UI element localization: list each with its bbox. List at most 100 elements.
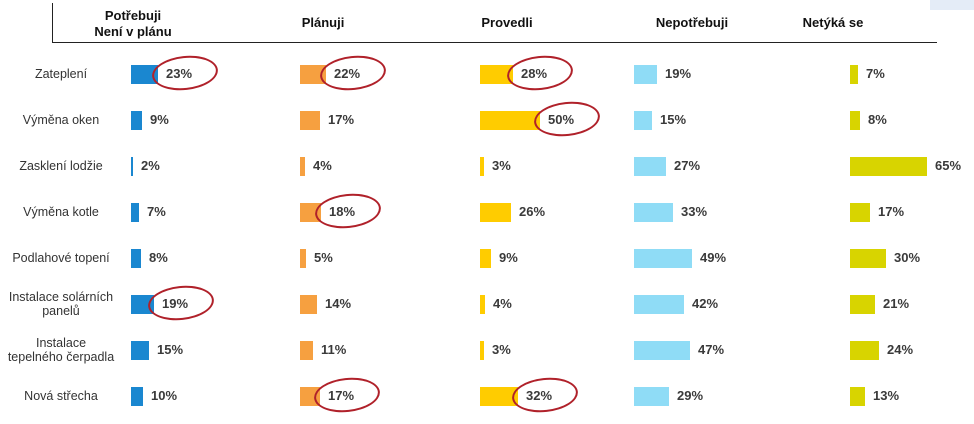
bar — [300, 202, 321, 222]
bar — [850, 294, 875, 314]
bar — [480, 64, 513, 84]
category-label-line: Nová střecha — [24, 389, 98, 403]
data-label: 3% — [492, 158, 511, 173]
category-label-line: Výměna kotle — [23, 205, 99, 219]
data-label: 9% — [499, 250, 518, 265]
data-label: 11% — [321, 342, 347, 357]
data-label: 18% — [329, 204, 356, 219]
bar — [850, 386, 865, 406]
highlight-circle — [313, 190, 383, 232]
data-label: 7% — [147, 204, 166, 219]
category-label: Zasklení lodžie — [0, 159, 122, 173]
category-label: Instalace solárních panelů — [0, 290, 122, 318]
bar — [634, 110, 652, 130]
data-label: 19% — [665, 66, 692, 81]
data-label: 10% — [151, 388, 178, 403]
bar — [634, 294, 684, 314]
bar — [131, 156, 133, 176]
bar — [300, 110, 320, 130]
data-label: 2% — [141, 158, 160, 173]
series-header-line: Potřebuji — [104, 8, 162, 23]
data-label: 3% — [492, 342, 511, 357]
data-label: 24% — [887, 342, 914, 357]
bar — [850, 156, 927, 176]
bar — [480, 294, 485, 314]
bar — [131, 110, 142, 130]
data-label: 23% — [166, 66, 193, 81]
bar — [300, 294, 317, 314]
bar — [480, 202, 511, 222]
bar — [480, 248, 491, 268]
data-label: 22% — [334, 66, 361, 81]
bar — [850, 64, 858, 84]
header-accent — [930, 0, 974, 10]
series-header: Provedli — [437, 15, 577, 31]
data-label: 32% — [526, 388, 553, 403]
data-label: 8% — [149, 250, 168, 265]
data-label: 8% — [868, 112, 887, 127]
series-header: Potřebuji Není v plánu — [63, 8, 203, 40]
data-label: 27% — [674, 158, 701, 173]
category-label-line: Zasklení lodžie — [19, 159, 103, 173]
data-label: 29% — [677, 388, 704, 403]
series-header-line: Nepotřebuji — [655, 15, 729, 30]
header-frame — [52, 3, 937, 43]
data-label: 15% — [660, 112, 687, 127]
category-label-line: panelů — [42, 304, 80, 318]
highlight-circle — [318, 52, 388, 94]
category-label: Nová střecha — [0, 389, 122, 403]
bar — [131, 64, 158, 84]
highlight-circle — [510, 374, 580, 416]
bar — [131, 202, 139, 222]
bar — [131, 294, 154, 314]
series-header: Netýká se — [763, 15, 903, 31]
series-header-line: Provedli — [481, 15, 533, 30]
category-label-line: Výměna oken — [22, 113, 100, 127]
category-label-line: Zateplení — [34, 67, 88, 81]
highlight-circle — [312, 374, 382, 416]
data-label: 4% — [313, 158, 332, 173]
data-label: 21% — [883, 296, 910, 311]
series-header: Plánuji — [253, 15, 393, 31]
bar — [850, 202, 870, 222]
highlight-circle — [146, 282, 216, 324]
data-label: 17% — [328, 112, 355, 127]
data-label: 42% — [692, 296, 719, 311]
bar — [131, 248, 141, 268]
bar — [300, 248, 306, 268]
category-label: Zateplení — [0, 67, 122, 81]
category-label-line: Podlahové topení — [12, 251, 110, 265]
bar — [480, 156, 484, 176]
data-label: 30% — [894, 250, 921, 265]
data-label: 9% — [150, 112, 169, 127]
data-label: 5% — [314, 250, 333, 265]
highlight-circle — [505, 52, 575, 94]
bar — [634, 386, 669, 406]
bar — [850, 340, 879, 360]
bar — [131, 340, 149, 360]
series-header-line: Plánuji — [301, 15, 345, 30]
category-label: Podlahové topení — [0, 251, 122, 265]
category-label: Instalace tepelného čerpadla — [0, 336, 122, 364]
category-label-line: tepelného čerpadla — [7, 350, 115, 364]
data-label: 13% — [873, 388, 900, 403]
data-label: 17% — [878, 204, 905, 219]
data-label: 26% — [519, 204, 546, 219]
bar — [300, 156, 305, 176]
bar — [300, 340, 313, 360]
data-label: 50% — [548, 112, 575, 127]
category-label: Výměna oken — [0, 113, 122, 127]
bar — [850, 248, 886, 268]
data-label: 33% — [681, 204, 708, 219]
data-label: 17% — [328, 388, 355, 403]
series-header-line: Není v plánu — [94, 24, 172, 39]
data-label: 49% — [700, 250, 727, 265]
data-label: 7% — [866, 66, 885, 81]
data-label: 28% — [521, 66, 548, 81]
bar — [634, 156, 666, 176]
data-label: 15% — [157, 342, 184, 357]
bar — [850, 110, 860, 130]
data-label: 65% — [935, 158, 962, 173]
bar — [634, 248, 692, 268]
